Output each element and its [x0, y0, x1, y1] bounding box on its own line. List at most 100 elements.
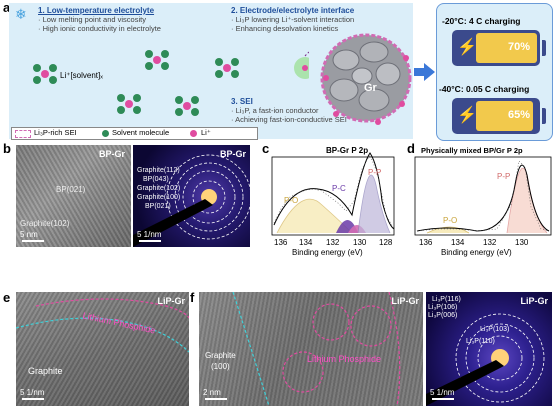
tem-image-bp-gr: BP-Gr BP(021) Graphite(102) 5 nm — [16, 145, 131, 247]
ring-label-3: Li₃P(006) — [428, 312, 458, 319]
bp-gr-title: BP-Gr — [98, 149, 125, 159]
bp021-label: BP(021) — [56, 185, 86, 194]
pp-label: P-P — [497, 172, 510, 181]
scale-bar — [205, 398, 227, 400]
ring-label-1: Li₃P(116) — [432, 296, 461, 303]
diffraction-scale: 5 1/nm — [430, 388, 455, 397]
item1-bullet1: · Low melting point and viscosity — [38, 15, 146, 24]
battery-1-fill — [476, 33, 537, 63]
lightning-icon: ⚡ — [457, 39, 477, 56]
panel-label-d: d — [407, 141, 415, 156]
item2-bullet1: · Li₃P lowering Li⁺-solvent interaction — [231, 15, 355, 24]
scale-bar — [139, 240, 161, 242]
scale-bar — [22, 240, 44, 242]
item2-bullet2: · Enhancing desolvation kinetics — [231, 24, 339, 33]
scale-bar — [432, 398, 454, 400]
chart-title: BP-Gr P 2p — [326, 146, 368, 155]
tick-136: 136 — [274, 238, 288, 247]
battery-2-terminal — [542, 108, 546, 124]
x-ticks: 136 134 132 130 — [419, 238, 529, 247]
raw-points — [273, 154, 395, 230]
item3-block: 3. SEI · Li₃P, a fast-ion conductor · Ac… — [231, 97, 411, 124]
envelope — [416, 164, 550, 232]
ring-label-5: Li₃P(110) — [466, 338, 495, 345]
graphite-particle-illustration — [320, 33, 412, 125]
lithium-phosphide-label: Lithium Phosphide — [307, 354, 382, 364]
item2-block: 2. Electrode/electrolyte interface · Li₃… — [231, 6, 416, 33]
panel-label-a: a — [3, 0, 11, 15]
diffraction-bp-gr: BP-Gr Graphite(112) BP(043) Graphite(102… — [133, 145, 250, 247]
li-solvent-cluster-1 — [33, 64, 57, 84]
charge2-value: 65% — [508, 109, 531, 121]
lip-gr-title: LiP-Gr — [157, 296, 185, 306]
plot-frame — [271, 156, 395, 236]
ring-label-1: Graphite(112) — [137, 167, 180, 174]
scale-label: 5 nm — [20, 230, 38, 239]
scale-label: 2 nm — [203, 388, 221, 397]
diffraction-title: LiP-Gr — [520, 296, 548, 306]
xps-chart-mixed: 136 134 132 130 Binding energy (eV) Physica… — [414, 146, 552, 257]
raw-points — [416, 160, 550, 232]
charge2-title: -40°C: 0.05 C charging — [439, 84, 530, 94]
plot-frame — [414, 156, 552, 236]
tick-130: 130 — [353, 238, 367, 247]
po-label: P-O — [284, 196, 298, 205]
item2-title: 2. Electrode/electrolyte interface — [231, 6, 355, 15]
li-solvent-label: Li⁺[solvent]ₓ — [60, 71, 103, 80]
ring-label-2: BP(043) — [143, 176, 169, 183]
graphite-label: Graphite — [28, 366, 63, 376]
item3-bullet2: · Achieving fast-ion-conductive SEI — [231, 115, 347, 124]
tick-132: 132 — [483, 238, 497, 247]
tick-130: 130 — [515, 238, 529, 247]
x-axis-label: Binding energy (eV) — [292, 248, 363, 257]
tick-136: 136 — [419, 238, 433, 247]
pp-label: P-P — [368, 168, 381, 177]
solvent-legend-dot — [102, 130, 109, 137]
ring-label-2: Li₃P(106) — [428, 304, 458, 311]
pp-fit — [357, 174, 391, 234]
graphite-100-label: Graphite (100) — [205, 351, 236, 371]
scale-bar — [22, 398, 44, 400]
panel-label-f: f — [190, 290, 195, 305]
item1-block: 1. Low-temperature electrolyte · Low mel… — [38, 6, 218, 33]
panel-a-legend: Li₃P-rich SEI Solvent molecule Li⁺ — [11, 127, 258, 140]
li-legend-dot — [190, 130, 197, 137]
solvated-li-illustration — [33, 50, 309, 116]
scale-label: 5 1/nm — [20, 388, 45, 397]
panel-label-c: c — [262, 141, 270, 156]
tem-image-lip-gr-f: LiP-Gr Graphite (100) Lithium Phosphide … — [199, 292, 423, 406]
chart-title: Physically mixed BP/Gr P 2p — [421, 146, 523, 155]
panel-label-e: e — [3, 290, 11, 305]
tick-132: 132 — [326, 238, 340, 247]
sei-legend-swatch — [15, 130, 31, 138]
item3-title: 3. SEI — [231, 97, 253, 106]
graphite102-label: Graphite(102) — [20, 219, 70, 228]
battery-1: 70% ⚡ — [452, 30, 540, 66]
ring-label-3: Graphite(102) — [137, 185, 181, 192]
gr-label: Gr — [364, 82, 377, 94]
item3-bullet1: · Li₃P, a fast-ion conductor — [231, 106, 319, 115]
battery-1-terminal — [542, 40, 546, 56]
x-axis-label: Binding energy (eV) — [441, 248, 512, 257]
tick-128: 128 — [379, 238, 393, 247]
legend-solvent: Solvent molecule — [112, 128, 170, 137]
po-label: P-O — [443, 216, 457, 225]
lightning-icon: ⚡ — [457, 107, 477, 124]
legend-sei: Li₃P-rich SEI — [34, 128, 77, 137]
tick-134: 134 — [451, 238, 465, 247]
xps-chart-bp-gr: 136 134 132 130 128 Binding energy (eV) BP-G… — [271, 146, 395, 257]
item1-bullet2: · High ionic conductivity in electrolyte — [38, 24, 161, 33]
legend-li: Li⁺ — [201, 128, 211, 137]
lip-gr-title: LiP-Gr — [391, 296, 419, 306]
item1-title: 1. Low-temperature electrolyte — [38, 6, 155, 15]
diffraction-scale: 5 1/nm — [137, 230, 162, 239]
ring-label-5: BP(021) — [145, 203, 171, 210]
envelope — [273, 152, 395, 230]
charge1-value: 70% — [508, 41, 531, 53]
right-arrow-icon — [414, 63, 435, 81]
snowflake-icon: ❄ — [15, 6, 27, 22]
diffraction-title: BP-Gr — [219, 149, 246, 159]
ring-label-4: Li₃P(103) — [480, 326, 510, 333]
diffraction-lip-gr: LiP-Gr Li₃P(116) Li₃P(106) Li₃P(006) Li₃… — [426, 292, 552, 406]
battery-2-fill — [476, 101, 533, 131]
